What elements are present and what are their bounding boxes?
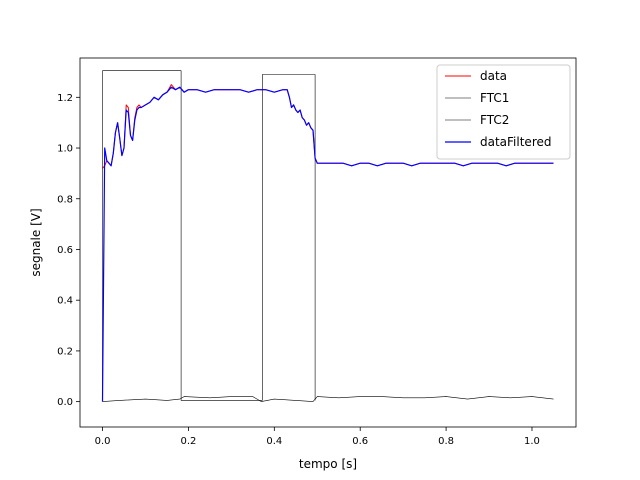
- x-tick-label: 0.0: [95, 436, 111, 447]
- x-tick-label: 0.2: [180, 436, 196, 447]
- legend-box: [436, 64, 571, 160]
- y-axis-ticks: 0.0 0.2 0.4 0.6 0.8 1.0 1.2: [57, 93, 80, 408]
- x-tick-label: 1.0: [524, 436, 540, 447]
- x-tick-label: 0.6: [352, 436, 368, 447]
- series-line-ftc1: [102, 70, 316, 401]
- y-tick-label: 0.4: [57, 296, 73, 307]
- series-line-datafiltered: [101, 86, 554, 402]
- x-tick-label: 0.4: [266, 436, 282, 447]
- y-tick-label: 0.8: [57, 194, 73, 205]
- series-line-ftc2: [102, 396, 554, 402]
- plot-area: [101, 70, 554, 402]
- y-tick-label: 0.0: [57, 397, 73, 408]
- y-tick-label: 0.6: [57, 245, 73, 256]
- legend: data FTC1 FTC2 dataFiltered: [436, 64, 571, 160]
- x-axis-ticks: 0.0 0.2 0.4 0.6 0.8 1.0: [95, 427, 540, 447]
- legend-label-ftc2: FTC2: [480, 113, 509, 127]
- x-tick-label: 0.8: [438, 436, 454, 447]
- y-axis-label: segnale [V]: [29, 208, 43, 276]
- y-tick-label: 1.0: [57, 144, 73, 155]
- legend-label-data: data: [480, 69, 507, 83]
- legend-label-datafiltered: dataFiltered: [480, 135, 551, 149]
- y-tick-label: 1.2: [57, 93, 73, 104]
- y-tick-label: 0.2: [57, 346, 73, 357]
- x-axis-label: tempo [s]: [299, 457, 357, 471]
- axes-frame: [79, 57, 577, 428]
- legend-label-ftc1: FTC1: [480, 91, 509, 105]
